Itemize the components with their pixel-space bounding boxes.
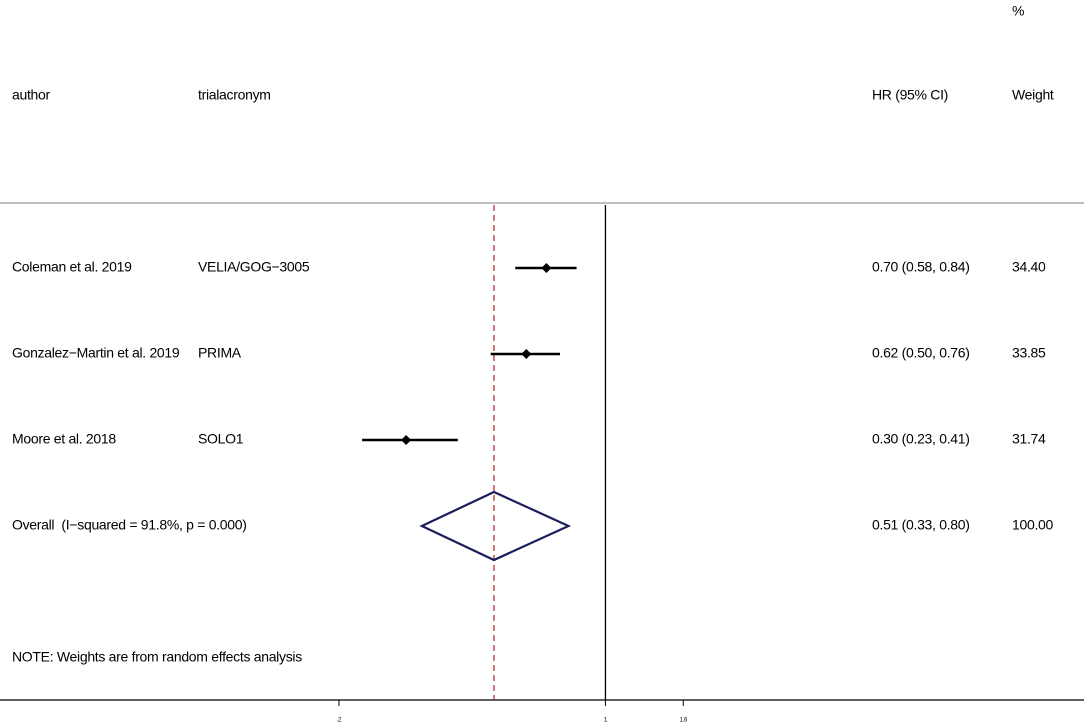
- header-weight: Weight: [1012, 87, 1054, 103]
- header-trial: trialacronym: [198, 87, 271, 103]
- overall-hr-label: 0.51 (0.33, 0.80): [872, 517, 970, 533]
- study-author: Coleman et al. 2019: [12, 259, 132, 275]
- note: NOTE: Weights are from random effects an…: [12, 649, 302, 665]
- header-hr: HR (95% CI): [872, 87, 948, 103]
- header-weight-top: %: [1012, 3, 1024, 19]
- overall-label: Overall (I−squared = 91.8%, p = 0.000): [12, 517, 247, 533]
- study-hr-label: 0.70 (0.58, 0.84): [872, 259, 970, 275]
- study-trial: SOLO1: [198, 431, 244, 447]
- point-estimate: [401, 435, 412, 445]
- x-tick-label: 1: [604, 718, 608, 724]
- overall-weight: 100.00: [1012, 517, 1054, 533]
- study-weight: 31.74: [1012, 431, 1046, 447]
- study-weight: 33.85: [1012, 345, 1046, 361]
- point-estimate: [541, 263, 552, 273]
- study-trial: PRIMA: [198, 345, 242, 361]
- point-estimate: [521, 349, 532, 359]
- study-author: Gonzalez−Martin et al. 2019: [12, 345, 180, 361]
- header-author: author: [12, 87, 51, 103]
- study-weight: 34.40: [1012, 259, 1046, 275]
- x-tick-label: .2: [337, 718, 342, 724]
- x-tick-label: 1.6: [680, 718, 688, 724]
- study-hr-label: 0.62 (0.50, 0.76): [872, 345, 970, 361]
- overall-diamond: [419, 490, 572, 562]
- study-trial: VELIA/GOG−3005: [198, 259, 310, 275]
- study-hr-label: 0.30 (0.23, 0.41): [872, 431, 970, 447]
- study-author: Moore et al. 2018: [12, 431, 116, 447]
